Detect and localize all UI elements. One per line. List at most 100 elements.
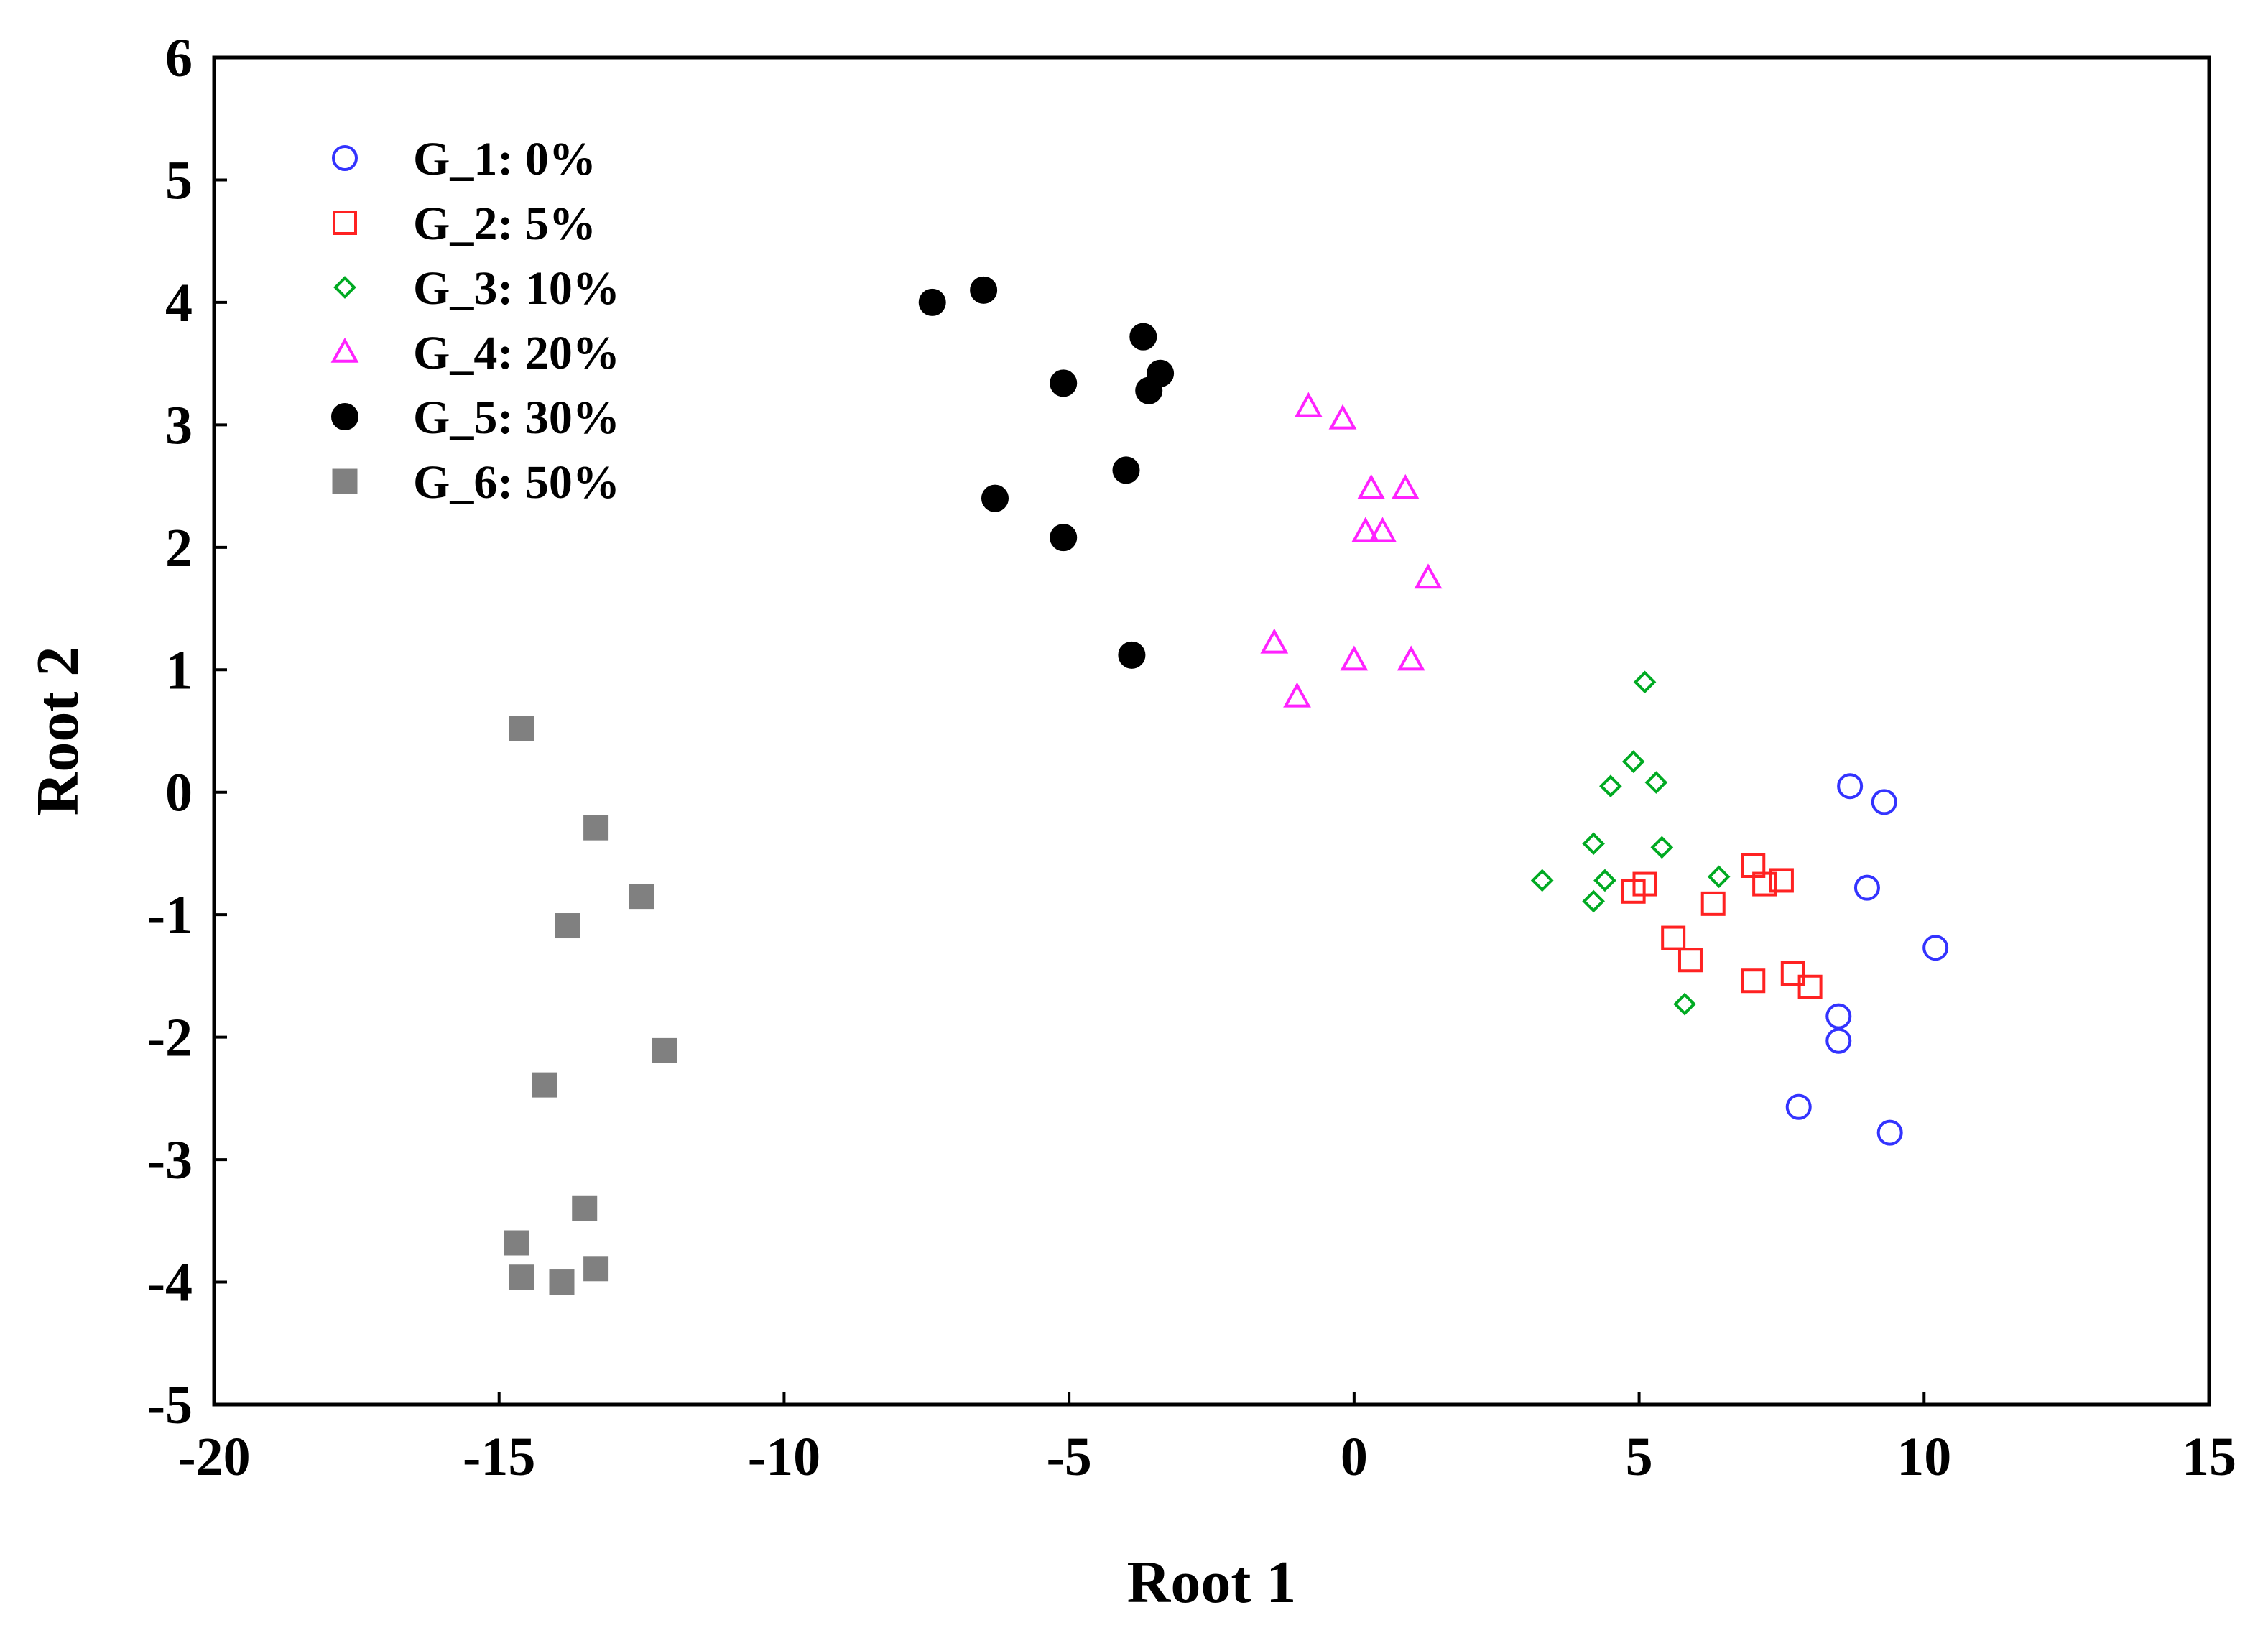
y-tick-label: 1 [165, 640, 193, 700]
data-point [1599, 774, 1622, 798]
y-tick-label: 0 [165, 763, 193, 823]
data-point [1260, 628, 1289, 654]
data-point [1785, 1093, 1812, 1120]
series-5-points [918, 276, 1175, 669]
y-tick-label: -4 [147, 1253, 193, 1313]
plot-border [212, 55, 2211, 1407]
y-axis-title: Root 2 [24, 647, 91, 816]
data-point [1414, 563, 1443, 589]
data-point [1644, 771, 1668, 794]
data-point [1700, 891, 1726, 916]
series-2-points [1621, 853, 1823, 999]
data-point [1707, 865, 1731, 889]
data-point [1876, 1119, 1903, 1146]
y-tick-label: 5 [165, 150, 193, 211]
data-point [509, 1264, 534, 1290]
data-point [981, 484, 1009, 512]
data-point [1351, 517, 1380, 542]
x-axis-title: Root 1 [1127, 1549, 1297, 1616]
series-3-points [1530, 670, 1731, 1016]
data-point [1135, 376, 1163, 404]
data-point [583, 815, 609, 841]
data-point [1632, 871, 1657, 897]
series-1-points [1785, 773, 1949, 1146]
data-point [509, 716, 534, 741]
data-point [1871, 789, 1897, 815]
legend-label: G_1: 0% [413, 133, 596, 185]
data-point [1673, 992, 1696, 1016]
legend-item: G_2: 5% [333, 198, 596, 250]
x-tick-label: -15 [463, 1427, 535, 1487]
data-point [1769, 868, 1794, 893]
data-point [1582, 889, 1605, 913]
legend-label: G_6: 50% [413, 456, 620, 509]
data-point [1650, 836, 1674, 859]
data-point [1369, 517, 1397, 542]
data-point [1112, 456, 1140, 484]
data-point [1780, 961, 1805, 986]
data-point [1530, 869, 1554, 892]
legend-marker [333, 276, 356, 299]
y-tick-label: -3 [147, 1130, 193, 1190]
y-tick-label: -2 [147, 1008, 193, 1068]
data-point [1129, 323, 1157, 351]
legend-label: G_4: 20% [413, 327, 620, 379]
legend-label: G_5: 30% [413, 392, 620, 444]
data-point [1853, 874, 1880, 901]
x-tick-label: -10 [748, 1427, 820, 1487]
legend-item: G_1: 0% [332, 133, 596, 185]
data-point [652, 1037, 677, 1063]
data-point [504, 1230, 529, 1256]
data-point [1582, 832, 1605, 856]
data-point [1050, 524, 1078, 552]
legend-item: G_5: 30% [331, 392, 620, 444]
data-point [1593, 869, 1616, 892]
x-tick-label: -20 [177, 1427, 250, 1487]
legend-item: G_6: 50% [332, 456, 620, 509]
data-point [1621, 750, 1645, 773]
legend-marker [332, 468, 358, 494]
legend-label: G_3: 10% [413, 262, 620, 315]
data-point [1677, 948, 1703, 973]
data-point [1357, 473, 1386, 499]
legend-marker [331, 403, 358, 430]
data-point [1050, 369, 1078, 397]
data-point [1391, 473, 1420, 499]
legend-marker [333, 211, 357, 235]
data-point [555, 913, 580, 939]
data-point [1283, 682, 1311, 708]
series-6-points [504, 716, 677, 1295]
plot-area [212, 55, 2211, 1407]
data-point [970, 276, 998, 304]
data-point [1328, 404, 1357, 430]
y-tick-label: -1 [147, 885, 193, 945]
data-point [1661, 925, 1686, 950]
data-point [1922, 935, 1949, 961]
data-point [1797, 974, 1823, 999]
x-tick-label: -5 [1046, 1427, 1091, 1487]
y-tick-label: 2 [165, 518, 193, 578]
legend-label: G_2: 5% [413, 198, 596, 250]
data-point [1825, 1027, 1852, 1054]
data-point [1118, 641, 1146, 669]
data-point [1741, 968, 1766, 994]
legend-item: G_4: 20% [330, 327, 620, 379]
legend-item: G_3: 10% [333, 262, 620, 315]
x-tick-label: 10 [1897, 1427, 1951, 1487]
y-tick-label: -5 [147, 1375, 193, 1435]
y-axis: -5 -4 -3 -2 -1 0 1 2 3 4 5 6 [147, 28, 227, 1435]
x-tick-label: 5 [1626, 1427, 1653, 1487]
legend: G_1: 0% G_2: 5% G_3: 10% G_4: 20% G_5: 30% G_… [330, 133, 620, 509]
data-point [1397, 645, 1425, 671]
data-point [1294, 392, 1323, 417]
data-point [1837, 773, 1864, 800]
y-tick-label: 6 [165, 28, 193, 88]
data-point [1633, 670, 1657, 694]
y-tick-label: 3 [165, 395, 193, 455]
data-point [629, 884, 654, 910]
x-tick-label: 0 [1341, 1427, 1368, 1487]
data-point [532, 1072, 557, 1098]
data-points [504, 276, 1949, 1295]
